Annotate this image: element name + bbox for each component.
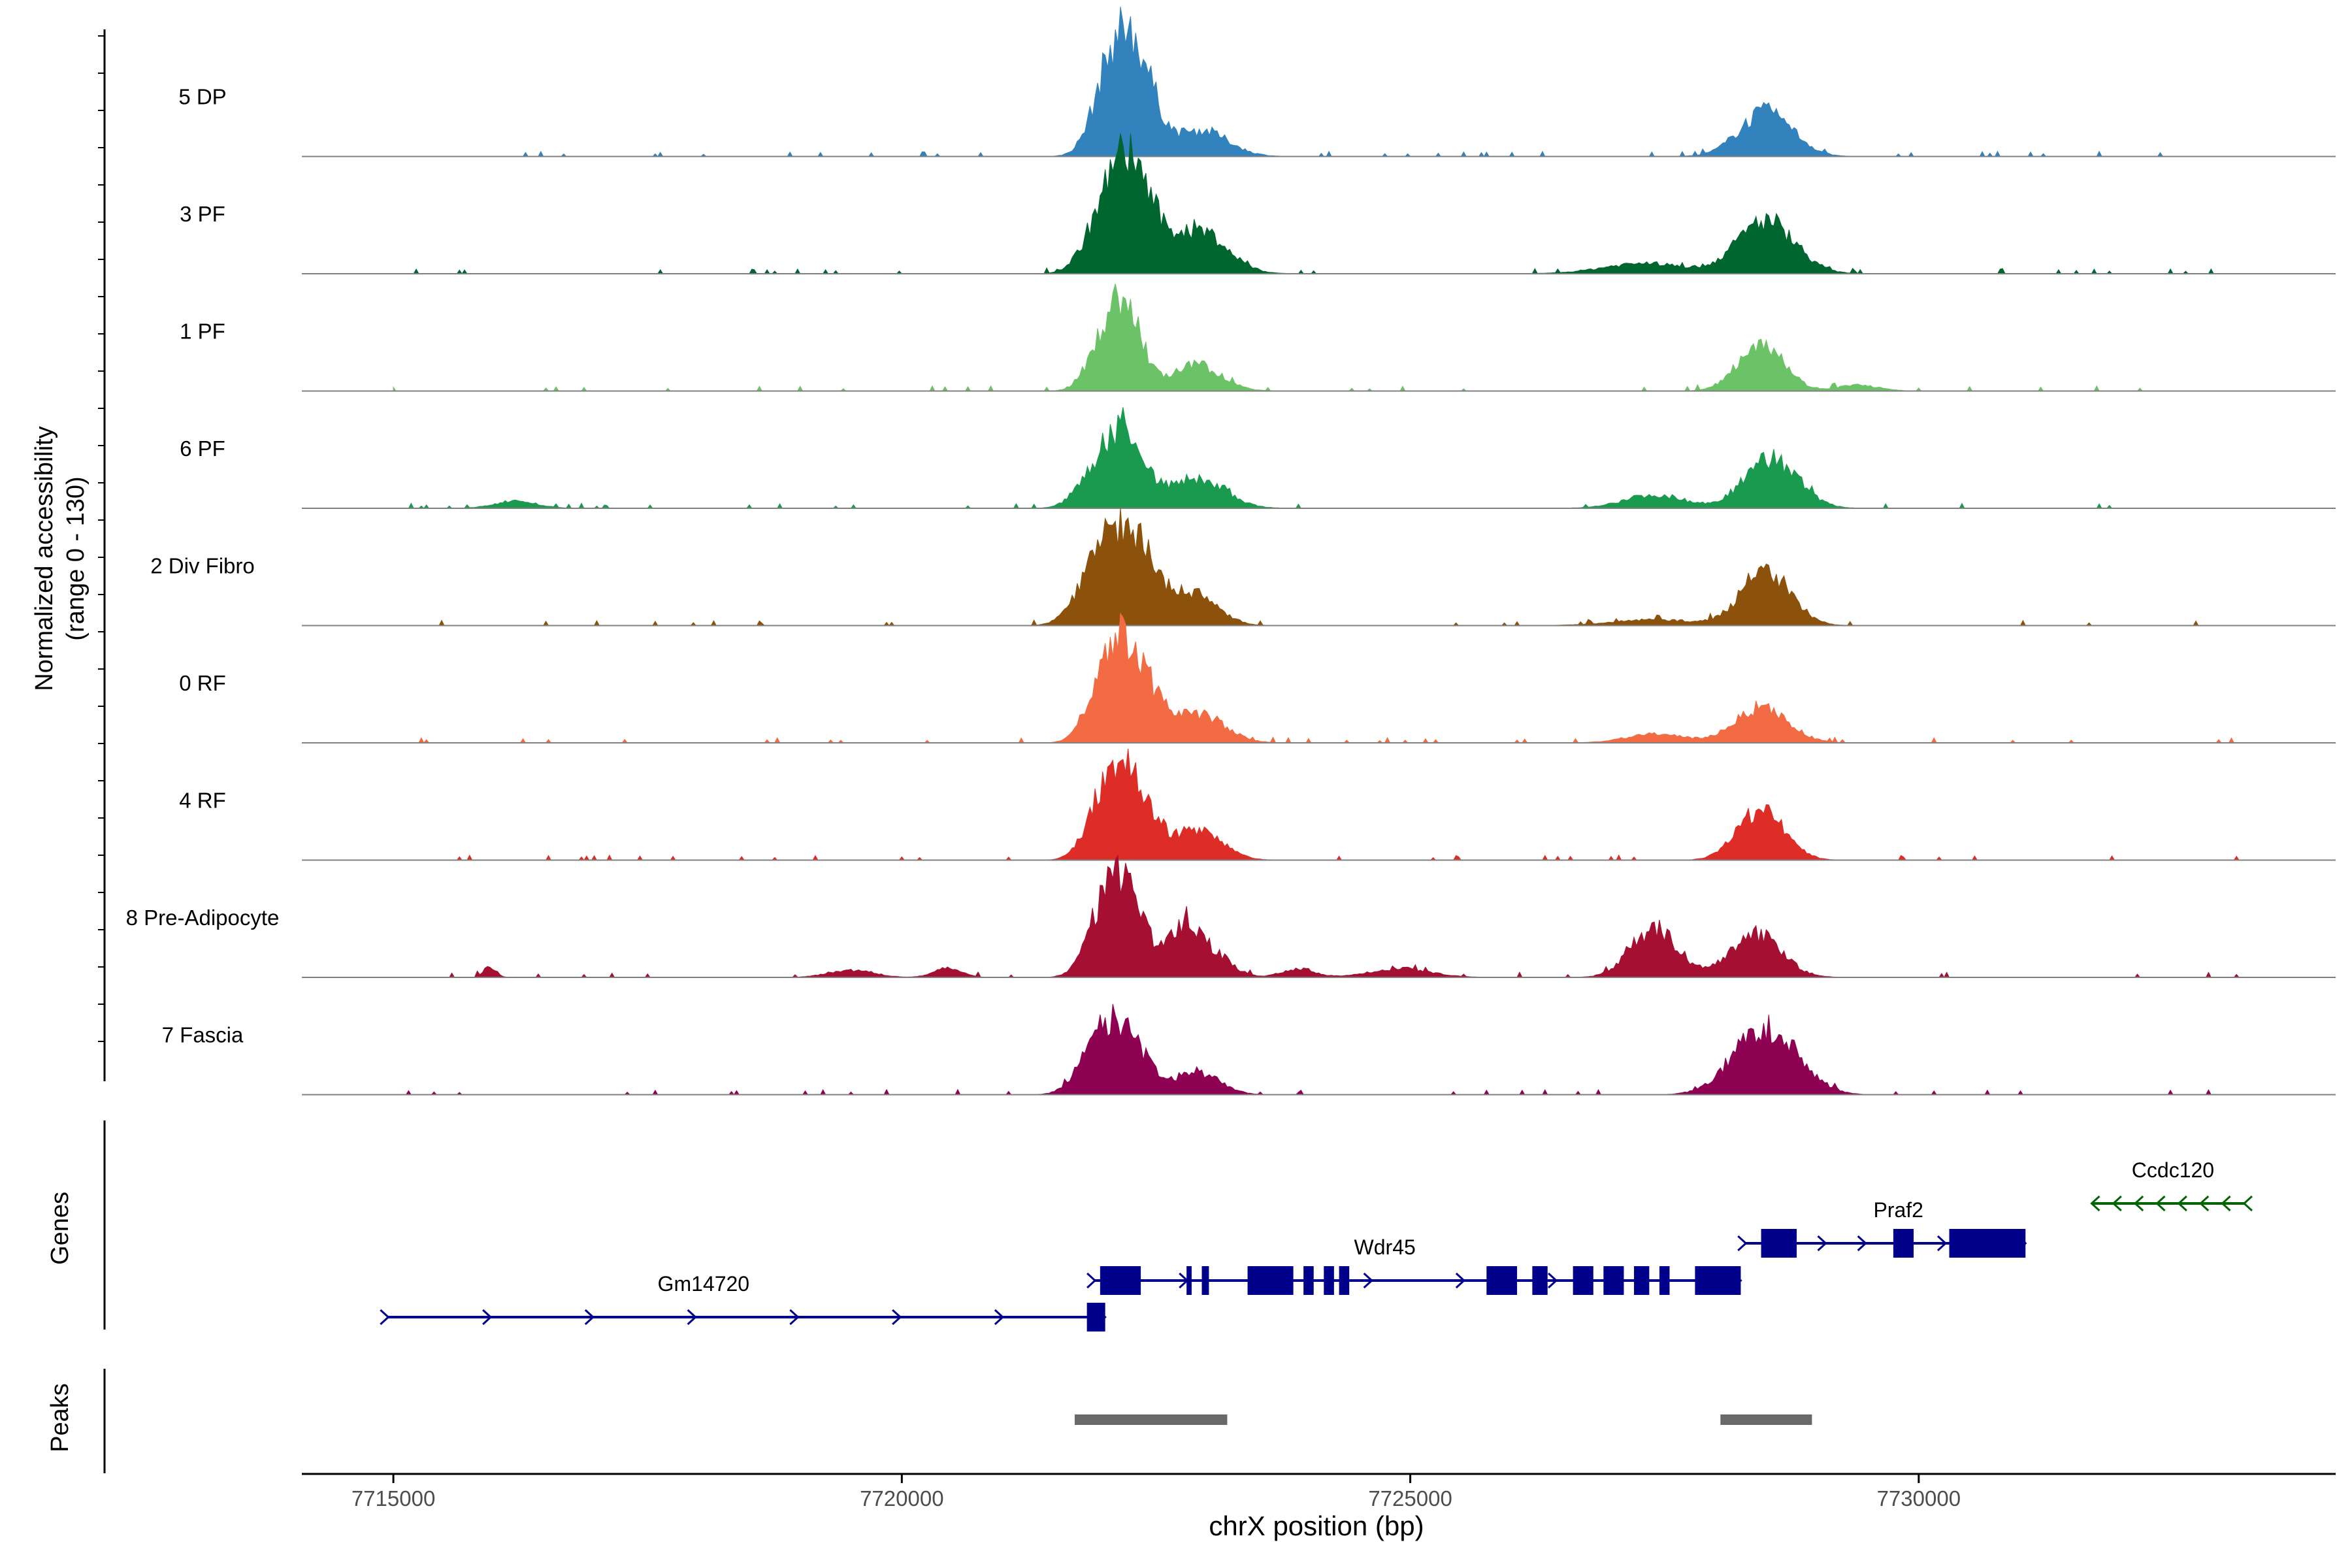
strand-arrow-icon — [2221, 1195, 2231, 1212]
exon-block — [1303, 1266, 1314, 1295]
x-axis-title: chrX position (bp) — [1209, 1511, 1424, 1541]
strand-arrow-icon — [1363, 1272, 1373, 1289]
track-label-3: 6 PF — [180, 436, 225, 461]
strand-arrow-icon — [994, 1309, 1005, 1326]
strand-arrow-icon — [2198, 1195, 2210, 1212]
strand-arrow-icon — [892, 1309, 902, 1326]
exon-block — [1603, 1266, 1624, 1295]
strand-arrow-icon — [2177, 1195, 2187, 1212]
strand-arrow-icon — [789, 1309, 800, 1326]
coverage-area-1 — [393, 133, 2244, 274]
strand-arrow-icon — [2133, 1195, 2144, 1212]
exon-block — [1949, 1229, 2026, 1258]
strand-arrow-icon — [1936, 1235, 1948, 1252]
strand-arrow-icon — [1737, 1235, 1748, 1252]
coverage-area-8 — [393, 1004, 2244, 1096]
track-label-5: 0 RF — [179, 671, 226, 695]
exon-block — [1695, 1266, 1741, 1295]
exon-block — [1100, 1266, 1141, 1295]
strand-arrow-icon — [2242, 1195, 2253, 1212]
exon-block — [1201, 1266, 1209, 1295]
exon-block — [1486, 1266, 1518, 1295]
strand-arrow-icon — [2090, 1195, 2100, 1212]
y-axis-subtitle: (range 0 - 130) — [62, 476, 90, 640]
y-axis-title: Normalized accessibility — [31, 426, 58, 691]
x-tick-label-2: 7725000 — [1368, 1486, 1452, 1511]
exon-block — [1186, 1266, 1192, 1295]
x-tick-label-3: 7730000 — [1877, 1486, 1961, 1511]
exon-block — [1659, 1266, 1670, 1295]
track-label-4: 2 Div Fibro — [150, 554, 255, 578]
track-label-8: 7 Fascia — [162, 1023, 244, 1047]
gene-label-2: Praf2 — [1873, 1198, 1923, 1222]
strand-arrow-icon — [1455, 1272, 1466, 1289]
strand-arrow-icon — [380, 1309, 390, 1326]
x-tick-label-1: 7720000 — [860, 1486, 943, 1511]
coverage-area-4 — [393, 508, 2244, 627]
exon-block — [1339, 1266, 1350, 1295]
peak-region-1 — [1720, 1414, 1812, 1425]
exon-block — [1893, 1229, 1914, 1258]
coverage-area-6 — [393, 749, 2244, 861]
peaks-axis-title: Peaks — [46, 1383, 74, 1452]
coverage-area-3 — [393, 407, 2244, 509]
track-label-2: 1 PF — [180, 319, 225, 344]
strand-arrow-icon — [482, 1309, 493, 1326]
exon-block — [1247, 1266, 1294, 1295]
exon-block — [1573, 1266, 1593, 1295]
coverage-area-2 — [393, 284, 2244, 391]
exon-block — [1634, 1266, 1650, 1295]
strand-arrow-icon — [1857, 1235, 1867, 1252]
gene-label-1: Wdr45 — [1354, 1235, 1416, 1259]
genes-axis-title: Genes — [46, 1192, 74, 1265]
strand-arrow-icon — [1817, 1235, 1827, 1252]
strand-arrow-icon — [687, 1309, 697, 1326]
peak-region-0 — [1074, 1414, 1228, 1425]
track-label-6: 4 RF — [179, 789, 226, 813]
exon-block — [1761, 1229, 1797, 1258]
exon-block — [1532, 1266, 1548, 1295]
track-label-7: 8 Pre-Adipocyte — [126, 906, 280, 930]
coverage-area-5 — [393, 612, 2244, 743]
x-tick-label-0: 7715000 — [351, 1486, 435, 1511]
strand-arrow-icon — [1086, 1272, 1097, 1289]
exon-block — [1086, 1303, 1105, 1331]
strand-arrow-icon — [2112, 1195, 2122, 1212]
track-label-0: 5 DP — [178, 85, 226, 109]
strand-arrow-icon — [584, 1309, 595, 1326]
coverage-area-7 — [393, 854, 2244, 979]
exon-block — [1324, 1266, 1334, 1295]
coverage-area-0 — [393, 7, 2244, 157]
track-label-1: 3 PF — [180, 202, 225, 226]
gene-label-0: Gm14720 — [658, 1272, 750, 1296]
gene-label-3: Ccdc120 — [2132, 1158, 2214, 1182]
strand-arrow-icon — [2155, 1195, 2166, 1212]
strand-arrow-icon — [1548, 1272, 1558, 1289]
